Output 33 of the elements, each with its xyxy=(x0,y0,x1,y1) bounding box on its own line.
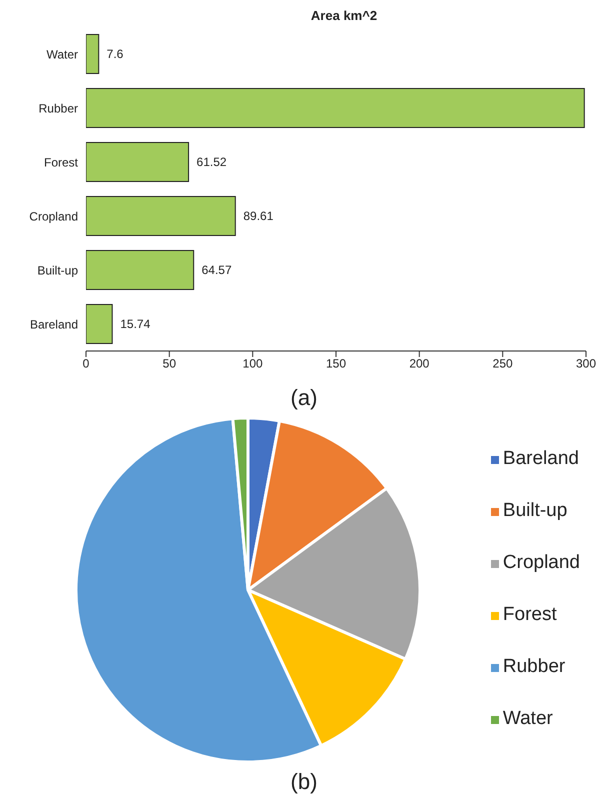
bar xyxy=(86,196,236,236)
y-tick-label: Bareland xyxy=(30,317,78,332)
data-label: 15.74 xyxy=(120,317,151,332)
data-label: 7.6 xyxy=(106,47,124,62)
text: (a) xyxy=(290,385,318,411)
y-tick-label: Cropland xyxy=(29,209,78,224)
bar xyxy=(86,34,100,74)
x-tick-label: 300 xyxy=(576,356,596,371)
y-tick-label: Built-up xyxy=(37,263,78,278)
chart-title: Area km^2 xyxy=(310,8,378,23)
x-tick-label: 0 xyxy=(82,356,90,371)
y-tick-label: Rubber xyxy=(38,101,78,116)
text: (b) xyxy=(290,769,318,795)
data-label: 61.52 xyxy=(196,155,227,170)
legend-label: Forest xyxy=(502,604,557,625)
legend-label: Rubber xyxy=(502,656,566,677)
legend-label: Bareland xyxy=(502,448,579,469)
legend-label: Built-up xyxy=(502,500,568,521)
x-tick-label: 150 xyxy=(326,356,346,371)
x-tick-label: 50 xyxy=(162,356,176,371)
data-label: 64.57 xyxy=(202,263,232,278)
bar xyxy=(86,250,194,290)
y-tick-label: Forest xyxy=(44,155,79,170)
bar xyxy=(86,304,113,344)
y-tick-label: Water xyxy=(46,47,78,62)
data-label: 89.61 xyxy=(243,209,274,224)
x-tick-label: 200 xyxy=(409,356,430,371)
bar xyxy=(86,142,190,182)
x-tick-label: 250 xyxy=(492,356,513,371)
legend-label: Water xyxy=(502,708,553,729)
legend-label: Cropland xyxy=(502,552,580,573)
bar xyxy=(86,88,585,128)
x-tick-label: 100 xyxy=(242,356,263,371)
